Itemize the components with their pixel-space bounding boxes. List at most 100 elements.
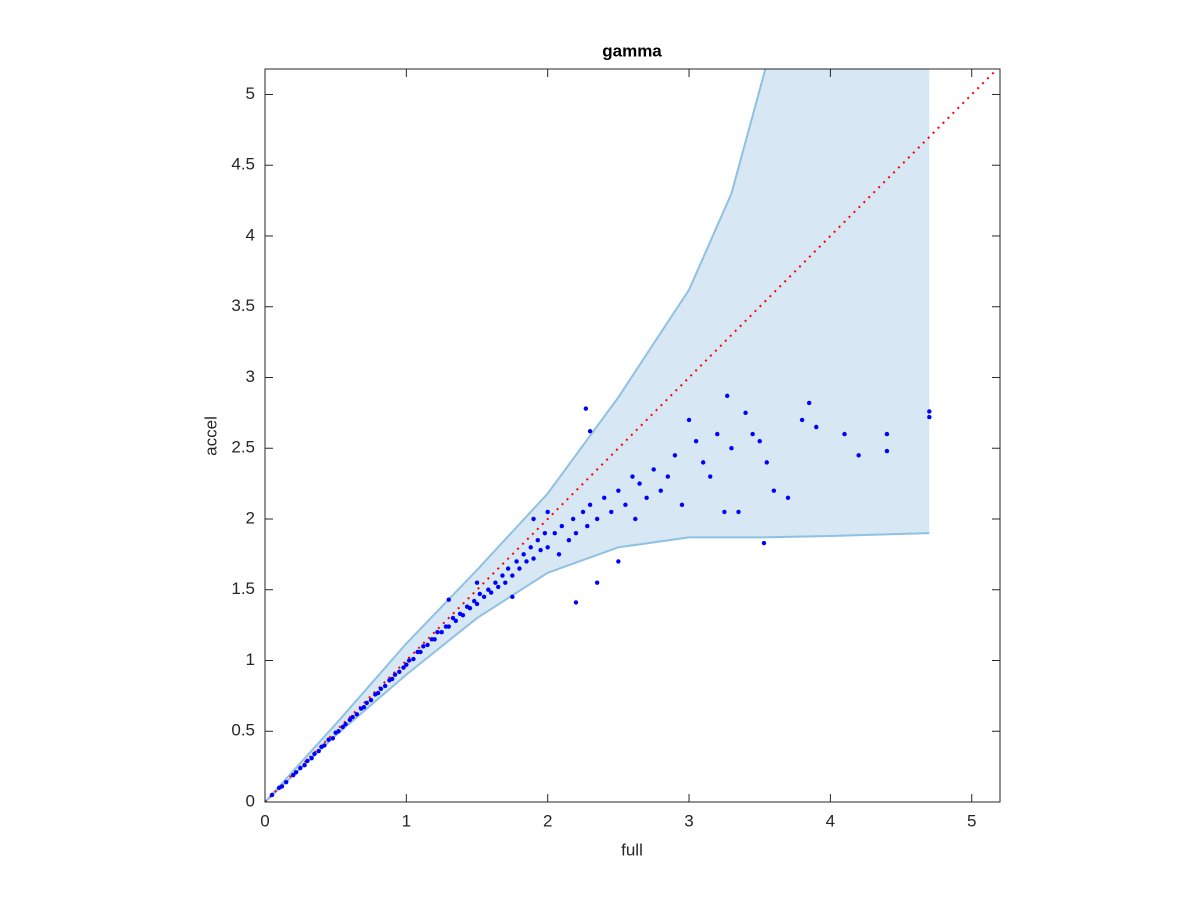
scatter-point: [354, 712, 360, 717]
scatter-point: [616, 488, 621, 493]
scatter-point: [708, 474, 713, 479]
scatter-point: [736, 509, 741, 515]
scatter-point: [531, 516, 536, 522]
scatter-point: [524, 559, 529, 564]
scatter-point: [609, 509, 614, 515]
scatter-point: [343, 721, 348, 727]
scatter-point: [474, 580, 480, 585]
scatter-point: [505, 566, 511, 571]
scatter-point: [715, 431, 720, 437]
scatter-point: [326, 737, 331, 742]
y-tick-label: 4.5: [231, 155, 255, 174]
scatter-point: [583, 406, 589, 411]
scatter-point: [340, 724, 345, 730]
scatter-point: [573, 530, 579, 536]
x-tick-label: 4: [826, 811, 835, 830]
scatter-point: [481, 594, 487, 600]
y-tick-label: 2: [246, 508, 255, 527]
scatter-point: [401, 665, 406, 670]
scatter-point: [580, 509, 586, 515]
scatter-point: [531, 556, 536, 561]
band-lower-edge: [264, 532, 930, 803]
scatter-point: [375, 690, 381, 696]
scatter-point: [545, 545, 550, 550]
scatter-point: [316, 748, 321, 754]
scatter-point: [771, 488, 777, 493]
scatter-point: [421, 644, 426, 649]
reference-line: [264, 68, 998, 803]
scatter-point: [503, 580, 508, 585]
scatter-point: [460, 613, 466, 618]
scatter-point: [435, 629, 440, 635]
scatter-point: [556, 552, 562, 557]
scatter-point: [446, 624, 451, 629]
scatter-point: [514, 559, 519, 564]
x-tick-label: 1: [402, 811, 411, 830]
scatter-point: [729, 446, 734, 451]
scatter-point: [488, 590, 494, 595]
x-tick-label: 5: [967, 811, 976, 830]
scatter-point: [535, 538, 540, 543]
scatter-point: [757, 438, 762, 444]
scatter-point: [927, 409, 932, 414]
scatter-point: [665, 474, 671, 479]
scatter-point: [453, 618, 459, 624]
scatter-point: [361, 704, 367, 710]
chart-title: gamma: [602, 41, 662, 60]
y-tick-label: 0.5: [231, 721, 255, 740]
scatter-point: [927, 414, 932, 420]
scatter-point: [474, 601, 480, 607]
scatter-point: [585, 523, 590, 529]
scatter-point: [570, 516, 576, 522]
plot-frame: [264, 68, 1001, 803]
scatter-point: [521, 552, 526, 557]
scatter-point: [425, 642, 430, 648]
scatter-point: [486, 587, 491, 592]
scatter-point: [368, 697, 374, 703]
y-tick-label: 4: [246, 225, 255, 244]
scatter-point: [856, 453, 861, 458]
scatter-point: [298, 765, 303, 771]
scatter-point: [378, 686, 384, 691]
scatter-point: [411, 656, 416, 662]
scatter-point: [364, 700, 369, 706]
scatter-point: [743, 410, 748, 416]
scatter-point: [406, 658, 412, 663]
x-tick-label: 0: [260, 811, 269, 830]
scatter-point: [404, 662, 409, 667]
scatter-point: [330, 736, 336, 741]
y-tick-label: 0: [246, 791, 255, 810]
scatter-point: [686, 417, 692, 423]
scatter-point: [566, 538, 572, 543]
scatter-point: [432, 637, 437, 642]
scatter-point: [291, 772, 296, 778]
scatter-point: [842, 431, 847, 437]
x-tick-label: 3: [684, 811, 693, 830]
scatter-point: [293, 770, 299, 775]
scatter-point: [552, 530, 557, 536]
scatter-point: [446, 597, 451, 602]
scatter-point: [418, 649, 423, 655]
scatter-point: [510, 573, 515, 578]
scatter-point: [528, 545, 533, 550]
scatter-point: [450, 615, 456, 621]
scatter-point: [545, 509, 550, 515]
scatter-point: [269, 792, 275, 798]
scatter-point: [884, 431, 890, 437]
scatter-point: [884, 448, 890, 454]
scatter-point: [538, 547, 543, 553]
y-tick-label: 3.5: [231, 296, 255, 315]
scatter-point: [644, 495, 649, 500]
scatter-point: [477, 591, 483, 597]
x-tick-label: 2: [543, 811, 552, 830]
scatter-point: [587, 502, 593, 508]
scatter-point: [633, 516, 638, 522]
scatter-point: [750, 431, 755, 437]
scatter-point: [722, 509, 727, 515]
scatter-point: [573, 600, 579, 605]
scatter-point: [467, 605, 473, 611]
scatter-point: [336, 729, 341, 734]
scatter-point: [305, 758, 310, 764]
scatter-point: [500, 573, 505, 578]
